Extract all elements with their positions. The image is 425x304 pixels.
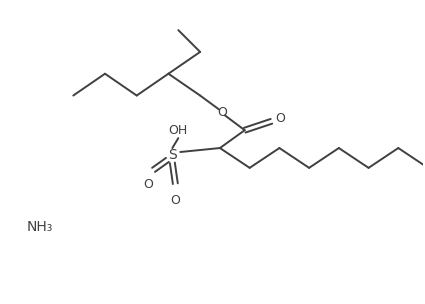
Text: NH₃: NH₃ bbox=[27, 220, 53, 234]
Text: O: O bbox=[275, 112, 285, 125]
Text: O: O bbox=[170, 194, 180, 207]
Text: OH: OH bbox=[169, 124, 188, 137]
Text: O: O bbox=[217, 106, 227, 119]
Text: S: S bbox=[168, 148, 177, 162]
Text: O: O bbox=[144, 178, 153, 191]
